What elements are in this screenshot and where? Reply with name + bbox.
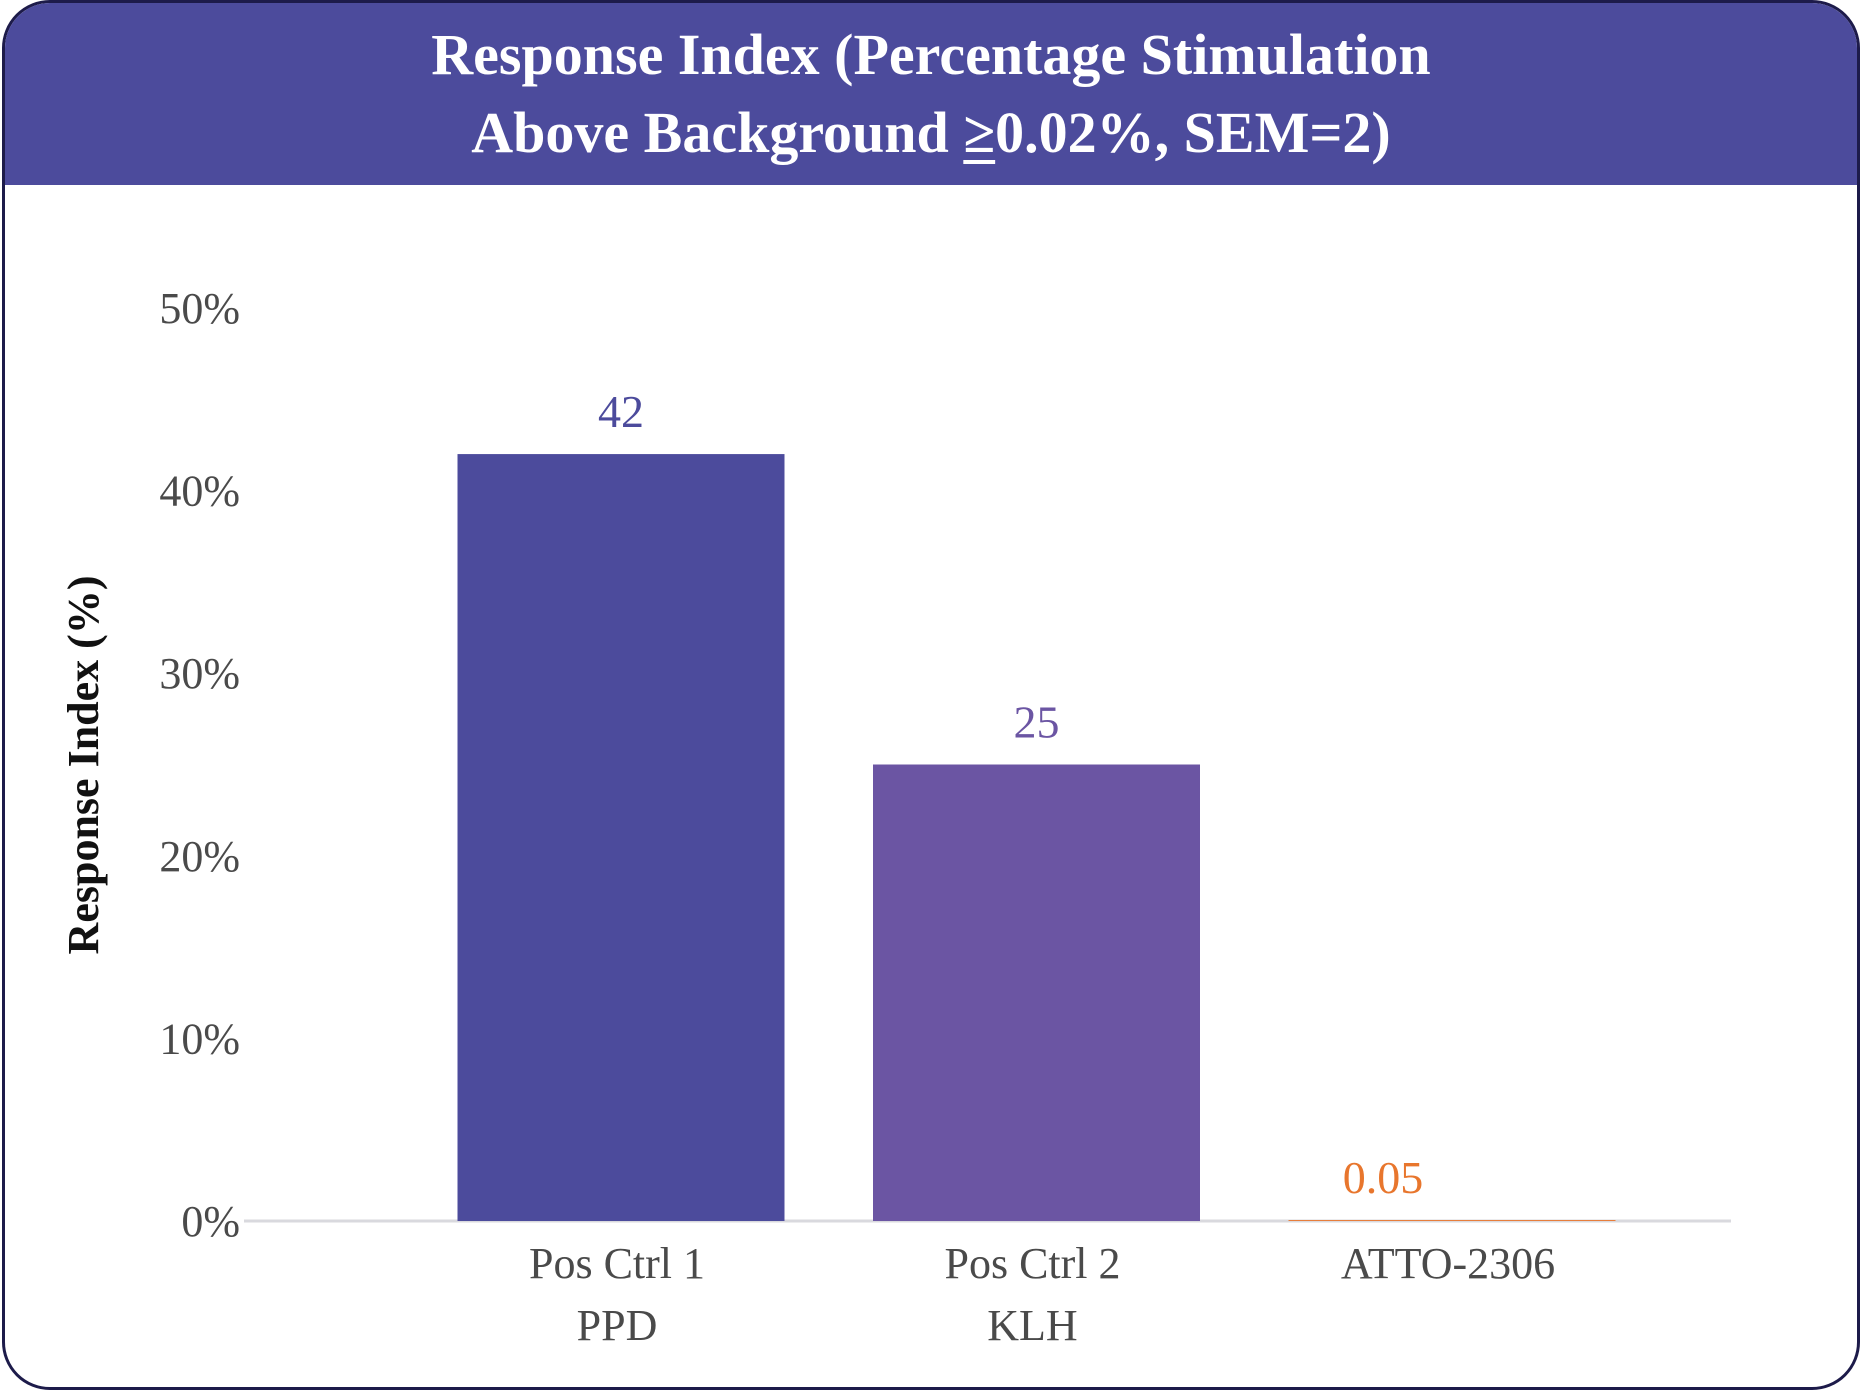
category-label-line1: ATTO-2306	[1341, 1239, 1555, 1288]
bar-data-label: 42	[598, 386, 644, 437]
chart-title-line2-pre: Above Background	[471, 100, 964, 165]
y-tick-label: 10%	[159, 1014, 240, 1063]
y-axis-title: Response Index (%)	[59, 576, 108, 955]
bar-data-label: 25	[1014, 697, 1060, 748]
y-axis-ticks: 0% 10% 20% 30% 40% 50%	[159, 284, 240, 1246]
chart-title-line2-post: 0.02%, SEM=2)	[995, 100, 1391, 165]
chart-title: Response Index (Percentage Stimulation A…	[431, 16, 1430, 172]
chart-title-symbol: ≥	[963, 100, 996, 165]
y-tick-label: 0%	[181, 1197, 240, 1246]
y-tick-label: 20%	[159, 832, 240, 881]
y-tick-label: 30%	[159, 649, 240, 698]
bar	[457, 454, 785, 1222]
category-label-line1: Pos Ctrl 1	[529, 1239, 705, 1288]
category-label-line2: KLH	[987, 1301, 1077, 1350]
bar-data-label: 0.05	[1343, 1152, 1424, 1203]
data-labels: 42 25 0.05	[598, 386, 1423, 1203]
category-label-line1: Pos Ctrl 2	[944, 1239, 1120, 1288]
category-label-line2: PPD	[577, 1301, 658, 1350]
bar-series	[457, 454, 1616, 1222]
chart-title-line1: Response Index (Percentage Stimulation	[431, 22, 1431, 87]
category-labels: Pos Ctrl 1 PPD Pos Ctrl 2 KLH ATTO-2306	[529, 1239, 1555, 1350]
bar	[873, 764, 1200, 1221]
bar	[1288, 1220, 1616, 1221]
chart-header: Response Index (Percentage Stimulation A…	[5, 3, 1857, 185]
y-tick-label: 50%	[159, 284, 240, 333]
y-tick-label: 40%	[159, 467, 240, 516]
